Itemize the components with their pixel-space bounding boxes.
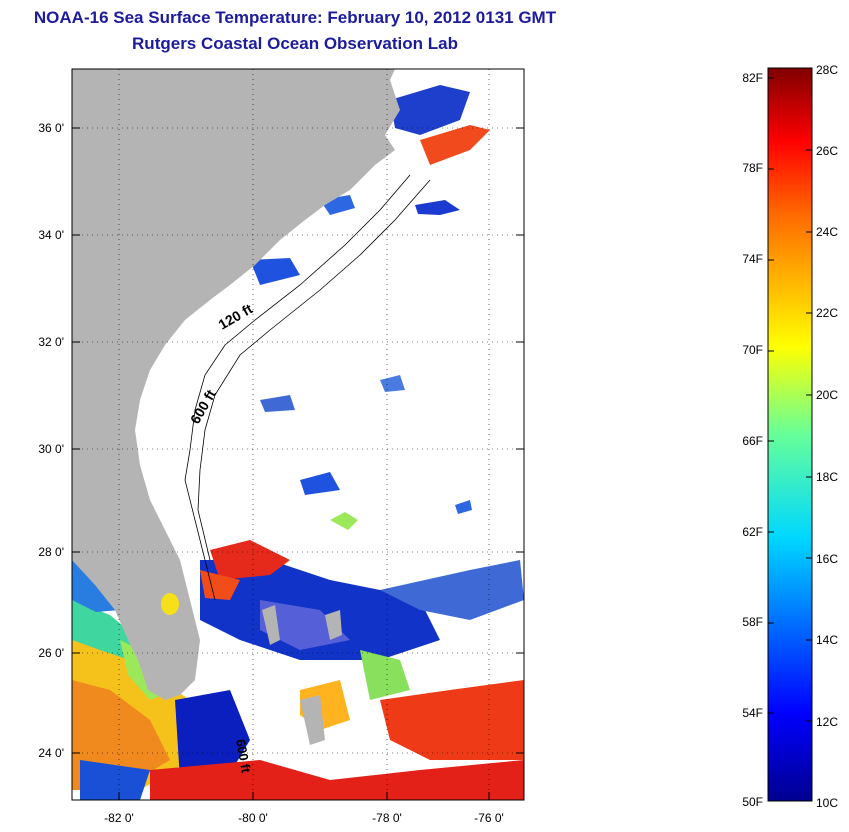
latitude-axis: 36 0' 34 0' 32 0' 30 0' 28 0' 26 0' 24 0… <box>38 121 64 760</box>
colorbar-f-label: 74F <box>742 252 763 266</box>
temperature-colorbar <box>767 67 813 802</box>
colorbar-c-label: 16C <box>816 552 838 566</box>
lon-tick-label: -82 0' <box>104 811 134 825</box>
lat-tick-label: 34 0' <box>38 228 64 242</box>
colorbar-c-label: 24C <box>816 225 838 239</box>
lat-tick-label: 26 0' <box>38 646 64 660</box>
bahamas-island <box>300 695 325 745</box>
lat-tick-label: 32 0' <box>38 335 64 349</box>
lon-tick-label: -78 0' <box>372 811 402 825</box>
colorbar-f-label: 62F <box>742 525 763 539</box>
colorbar-c-label: 18C <box>816 470 838 484</box>
colorbar-c-label: 22C <box>816 306 838 320</box>
bahamas-island <box>262 605 280 645</box>
bahamas-island <box>325 610 342 640</box>
colorbar-f-label: 70F <box>742 343 763 357</box>
us-southeast-landmass <box>72 69 400 700</box>
frame-ticks <box>72 127 524 800</box>
map-graticule <box>72 69 524 800</box>
longitude-axis: -82 0' -80 0' -78 0' -76 0' <box>104 811 504 825</box>
lake-okeechobee <box>161 593 179 615</box>
lat-tick-label: 24 0' <box>38 746 64 760</box>
colorbar-c-label: 14C <box>816 633 838 647</box>
colorbar-c-label: 28C <box>816 63 838 77</box>
colorbar-f-label: 58F <box>742 615 763 629</box>
colorbar-f-label: 78F <box>742 161 763 175</box>
colorbar-c-label: 12C <box>816 715 838 729</box>
lon-tick-label: -80 0' <box>238 811 268 825</box>
lat-tick-label: 28 0' <box>38 545 64 559</box>
lat-tick-label: 36 0' <box>38 121 64 135</box>
colorbar-f-label: 66F <box>742 434 763 448</box>
colorbar-f-label: 54F <box>742 706 763 720</box>
isobath-lines <box>184 174 431 601</box>
map-frame <box>71 68 525 801</box>
colorbar-c-label: 10C <box>816 796 838 810</box>
lat-tick-label: 30 0' <box>38 442 64 456</box>
isobath-label: 600 ft <box>233 738 254 775</box>
colorbar-celsius-scale: 28C 26C 24C 22C 20C 18C 16C 14C 12C 10C <box>816 63 838 810</box>
colorbar-c-label: 20C <box>816 388 838 402</box>
colorbar-ticks <box>768 77 812 722</box>
colorbar-f-label: 50F <box>742 795 763 809</box>
map-subtitle: Rutgers Coastal Ocean Observation Lab <box>132 34 458 53</box>
lon-tick-label: -76 0' <box>474 811 504 825</box>
map-title: NOAA-16 Sea Surface Temperature: Februar… <box>33 8 557 27</box>
colorbar-f-label: 82F <box>742 71 763 85</box>
colorbar-fahrenheit-scale: 82F 78F 74F 70F 66F 62F 58F 54F 50F <box>742 71 763 809</box>
colorbar-c-label: 26C <box>816 144 838 158</box>
